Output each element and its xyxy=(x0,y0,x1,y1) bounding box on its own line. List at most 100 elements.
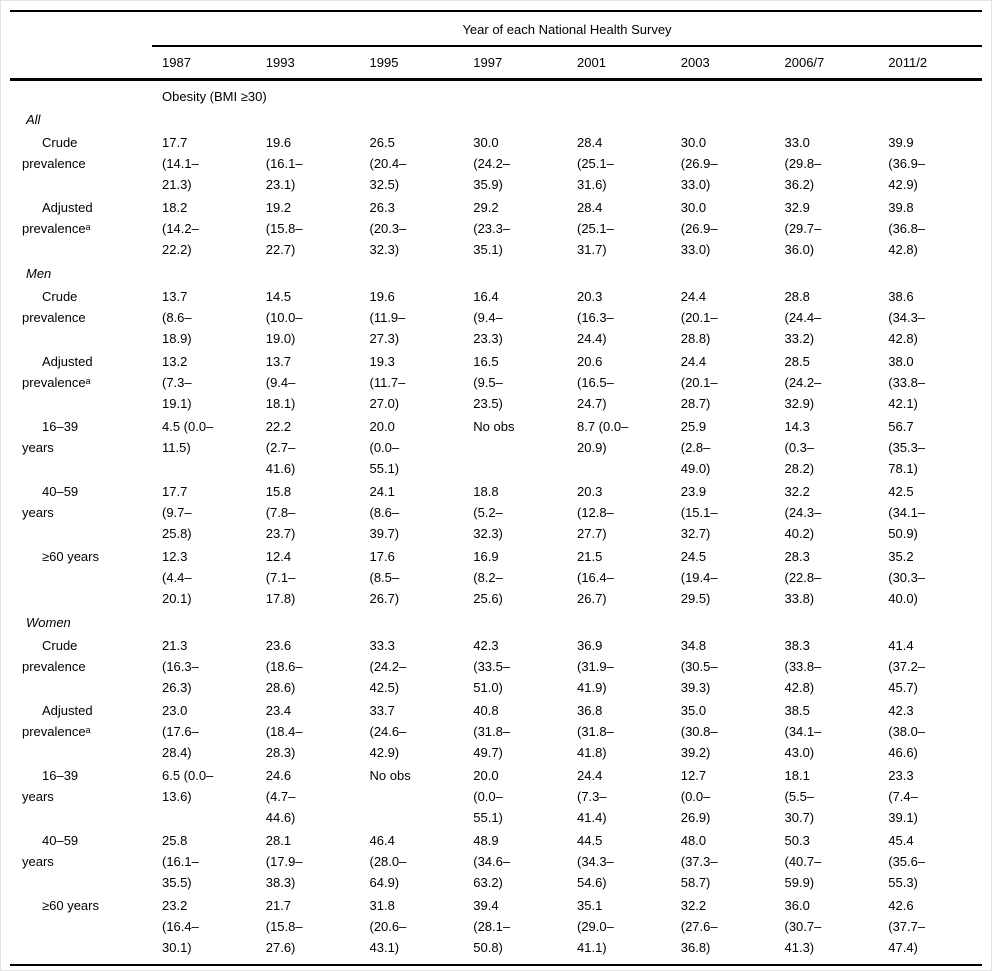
data-cell: 24.4 (7.3– 41.4) xyxy=(577,768,607,825)
data-cell: 28.4 (25.1– 31.6) xyxy=(577,135,614,192)
row-label: ≥60 years xyxy=(10,894,152,966)
data-cell: 50.3 (40.7– 59.9) xyxy=(784,833,822,890)
data-cell: 14.3 (0.3– 28.2) xyxy=(784,419,815,476)
data-cell: 56.7 (35.3– 78.1) xyxy=(888,419,926,476)
table-row: 40–59 years 25.8 (16.1– 35.5) 28.1 (17.9– … xyxy=(10,829,982,894)
table-row: ≥60 years 23.2 (16.4– 30.1) 21.7 (15.8– 27… xyxy=(10,894,982,966)
data-cell: 16.5 (9.5– 23.5) xyxy=(473,354,503,411)
data-cell: 38.3 (33.8– 42.8) xyxy=(784,638,822,695)
measure-subheader: Obesity (BMI ≥30) xyxy=(162,89,267,104)
data-cell: 23.3 (7.4– 39.1) xyxy=(888,768,918,825)
prevalence-table: Year of each National Health Survey 1987… xyxy=(10,10,982,966)
year-column-header: 1997 xyxy=(463,46,567,81)
data-cell: 28.5 (24.2– 32.9) xyxy=(784,354,822,411)
data-cell: 18.2 (14.2– 22.2) xyxy=(162,200,199,257)
table-spanner-header: Year of each National Health Survey xyxy=(152,10,982,47)
data-cell: 33.7 (24.6– 42.9) xyxy=(369,703,407,760)
data-cell: 39.9 (36.9– 42.9) xyxy=(888,135,926,192)
empty-corner-cell xyxy=(10,10,152,46)
data-cell: 36.9 (31.9– 41.9) xyxy=(577,638,614,695)
data-cell: 48.0 (37.3– 58.7) xyxy=(680,833,718,890)
data-cell: 14.5 (10.0– 19.0) xyxy=(265,289,303,346)
data-cell: 36.8 (31.8– 41.8) xyxy=(577,703,614,760)
data-cell: 26.5 (20.4– 32.5) xyxy=(369,135,407,192)
data-cell: 28.4 (25.1– 31.7) xyxy=(577,200,614,257)
data-cell: 12.3 (4.4– 20.1) xyxy=(162,549,192,606)
data-cell: 28.8 (24.4– 33.2) xyxy=(784,289,822,346)
table-row: Crude prevalence 13.7 (8.6– 18.9) 14.5 (10… xyxy=(10,285,982,350)
data-cell: 25.9 (2.8– 49.0) xyxy=(680,419,711,476)
data-cell: 36.0 (30.7– 41.3) xyxy=(774,894,879,966)
data-cell: 20.0 (0.0– 55.1) xyxy=(473,768,503,825)
data-cell: 28.1 (17.9– 38.3) xyxy=(265,833,303,890)
years-header-row: 1987 1993 1995 1997 2001 2003 2006/7 2011/2 xyxy=(10,46,982,81)
row-label: Adjusted prevalenceᵃ xyxy=(22,703,93,739)
table-row: Crude prevalence 21.3 (16.3– 26.3) 23.6 (1… xyxy=(10,634,982,699)
data-cell: 23.6 (18.6– 28.6) xyxy=(265,638,303,695)
data-cell: 34.8 (30.5– 39.3) xyxy=(680,638,718,695)
empty-label-cell xyxy=(10,80,152,108)
data-cell: 33.0 (29.8– 36.2) xyxy=(784,135,822,192)
year-column-header: 1993 xyxy=(255,46,360,81)
row-label: Adjusted prevalenceᵃ xyxy=(22,354,93,390)
data-cell: 38.0 (33.8– 42.1) xyxy=(888,354,926,411)
data-cell: No obs xyxy=(473,419,515,434)
data-cell: 23.4 (18.4– 28.3) xyxy=(265,703,303,760)
data-cell: 42.6 (37.7– 47.4) xyxy=(878,894,982,966)
year-column-header: 2001 xyxy=(567,46,671,81)
row-label: 40–59 years xyxy=(22,833,79,869)
row-label: 16–39 years xyxy=(22,419,79,455)
row-label: ≥60 years xyxy=(42,549,99,564)
section-label: Women xyxy=(26,615,71,630)
year-column-header: 1995 xyxy=(359,46,464,81)
row-label: Crude prevalence xyxy=(22,135,86,171)
row-label: Crude prevalence xyxy=(22,638,86,674)
year-column-header: 2003 xyxy=(670,46,775,81)
year-column-header: 2006/7 xyxy=(774,46,879,81)
data-cell: 32.9 (29.7– 36.0) xyxy=(784,200,822,257)
table-row: 16–39 years 4.5 (0.0– 11.5) 22.2 (2.7– 41.… xyxy=(10,415,982,480)
year-column-header: 1987 xyxy=(152,46,256,81)
data-cell: 16.9 (8.2– 25.6) xyxy=(473,549,503,606)
row-label: 40–59 years xyxy=(22,484,79,520)
data-cell: 30.0 (24.2– 35.9) xyxy=(473,135,511,192)
year-column-header: 2011/2 xyxy=(878,46,982,81)
section-header-row: Women xyxy=(10,610,982,634)
data-cell: 18.8 (5.2– 32.3) xyxy=(473,484,503,541)
section-header-row: All xyxy=(10,107,982,131)
table-row: Adjusted prevalenceᵃ 23.0 (17.6– 28.4) 23.… xyxy=(10,699,982,764)
data-cell: 32.2 (24.3– 40.2) xyxy=(784,484,822,541)
data-cell: 29.2 (23.3– 35.1) xyxy=(473,200,511,257)
data-cell: 24.1 (8.6– 39.7) xyxy=(369,484,400,541)
data-cell: 31.8 (20.6– 43.1) xyxy=(359,894,464,966)
data-cell: 32.2 (27.6– 36.8) xyxy=(670,894,775,966)
data-cell: 33.3 (24.2– 42.5) xyxy=(369,638,407,695)
data-cell: 8.7 (0.0– 20.9) xyxy=(577,419,629,455)
data-cell: 23.9 (15.1– 32.7) xyxy=(680,484,718,541)
data-cell: 21.3 (16.3– 26.3) xyxy=(162,638,199,695)
table-row: Crude prevalence 17.7 (14.1– 21.3) 19.6 (1… xyxy=(10,131,982,196)
data-cell: 20.0 (0.0– 55.1) xyxy=(369,419,400,476)
data-cell: 42.3 (38.0– 46.6) xyxy=(888,703,926,760)
data-cell: 23.2 (16.4– 30.1) xyxy=(152,894,256,966)
data-cell: 12.7 (0.0– 26.9) xyxy=(680,768,711,825)
data-cell: 15.8 (7.8– 23.7) xyxy=(265,484,296,541)
empty-label-cell xyxy=(10,46,152,81)
data-cell: 39.8 (36.8– 42.8) xyxy=(888,200,926,257)
data-cell: 35.0 (30.8– 39.2) xyxy=(680,703,718,760)
data-cell: 46.4 (28.0– 64.9) xyxy=(369,833,407,890)
data-cell: 41.4 (37.2– 45.7) xyxy=(888,638,926,695)
data-cell: 24.6 (4.7– 44.6) xyxy=(265,768,296,825)
data-cell: 26.3 (20.3– 32.3) xyxy=(369,200,407,257)
data-cell: 35.2 (30.3– 40.0) xyxy=(888,549,926,606)
section-label: Men xyxy=(26,266,52,281)
data-cell: 18.1 (5.5– 30.7) xyxy=(784,768,815,825)
data-cell: 30.0 (26.9– 33.0) xyxy=(680,200,718,257)
table-row: Adjusted prevalenceᵃ 13.2 (7.3– 19.1) 13.7… xyxy=(10,350,982,415)
data-cell: 20.3 (16.3– 24.4) xyxy=(577,289,614,346)
data-cell: No obs xyxy=(369,768,411,783)
table-row: Adjusted prevalenceᵃ 18.2 (14.2– 22.2) 19.… xyxy=(10,196,982,261)
section-label: All xyxy=(26,112,41,127)
data-cell: 38.6 (34.3– 42.8) xyxy=(888,289,926,346)
